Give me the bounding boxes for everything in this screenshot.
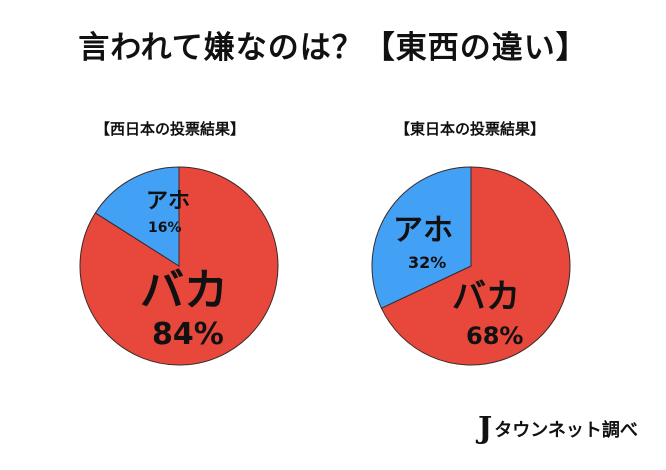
slice-pct-aho-east: 32%	[408, 253, 446, 272]
pie-west-slices	[79, 166, 279, 366]
slice-label-baka-west: バカ	[140, 265, 228, 316]
chart-west-subtitle: 【西日本の投票結果】	[95, 120, 246, 138]
slice-pct-aho-west: 16%	[148, 220, 182, 236]
slice-pct-baka-east: 68%	[466, 322, 523, 350]
credit-text: タウンネット調べ	[494, 419, 638, 441]
slice-label-aho-east: アホ	[393, 213, 453, 248]
pie-slice-1	[94, 166, 180, 267]
pie-east-slices	[371, 166, 571, 366]
source-credit: J タウンネット調べ	[478, 411, 638, 446]
pie-slice-0	[380, 166, 571, 366]
slice-label-baka-east: バカ	[452, 277, 520, 317]
pie-slice-1	[371, 166, 472, 309]
j-town-logo-icon: J	[478, 411, 493, 446]
slice-label-aho-west: アホ	[146, 189, 190, 214]
slice-pct-baka-west: 84%	[152, 317, 224, 352]
page-title: 言われて嫌なのは？【東西の違い】	[78, 30, 588, 66]
chart-east-subtitle: 【東日本の投票結果】	[395, 120, 546, 138]
